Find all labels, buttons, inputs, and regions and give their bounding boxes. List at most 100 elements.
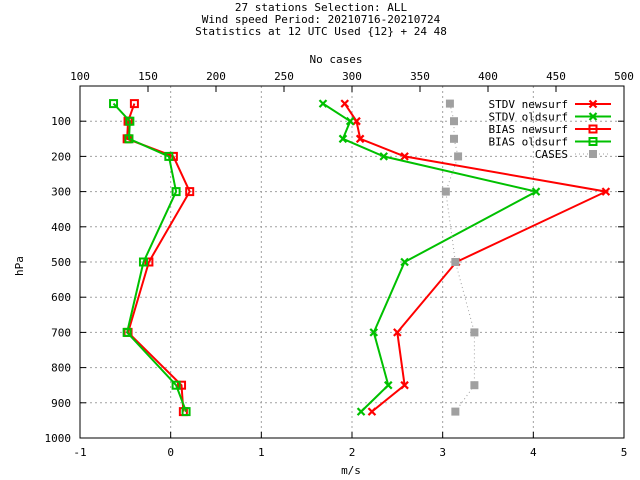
x-tick-label: 5 <box>621 446 628 459</box>
y-tick-label: 500 <box>51 256 71 269</box>
legend-item: BIAS newsurf <box>489 123 611 136</box>
data-point <box>122 327 132 337</box>
series-stdv-oldsurf <box>318 99 541 416</box>
y-tick-label: 100 <box>51 115 71 128</box>
data-point <box>124 134 134 144</box>
data-point <box>450 117 458 126</box>
data-point <box>445 99 454 108</box>
point-mark-stroke <box>393 328 402 337</box>
data-point <box>144 257 154 267</box>
series-line <box>445 103 475 412</box>
legend-item: BIAS oldsurf <box>489 136 611 149</box>
data-point <box>356 407 366 416</box>
x-tick-label: 4 <box>530 446 537 459</box>
x-tick-label: 2 <box>349 446 356 459</box>
x-tick-label: 0 <box>167 446 174 459</box>
data-point <box>138 257 148 267</box>
series-line <box>322 102 539 413</box>
x2-tick-label: 400 <box>478 70 498 83</box>
legend-item: CASES <box>535 148 611 161</box>
x2-tick-label: 500 <box>614 70 634 83</box>
y-tick-label: 800 <box>51 362 71 375</box>
series-layer <box>109 99 611 417</box>
data-point <box>129 99 139 109</box>
data-point <box>470 381 479 390</box>
point-mark-stroke <box>369 328 379 337</box>
data-point <box>171 380 181 390</box>
legend-label: BIAS newsurf <box>489 123 568 136</box>
y-tick-label: 1000 <box>45 432 72 445</box>
series-line <box>112 102 188 412</box>
data-point <box>164 151 174 161</box>
data-point <box>454 152 463 161</box>
data-point <box>185 187 195 197</box>
grid <box>80 86 624 438</box>
data-point <box>450 134 458 143</box>
point-mark-stroke <box>601 187 611 196</box>
title-line-1: 27 stations Selection: ALL <box>235 1 408 14</box>
data-point <box>125 116 135 126</box>
data-point <box>470 328 479 337</box>
data-point <box>451 407 460 416</box>
point-mark-stroke <box>367 407 377 416</box>
point-mark-stroke <box>379 152 389 161</box>
legend-label: STDV newsurf <box>489 98 568 111</box>
y-tick-label: 200 <box>51 150 71 163</box>
data-point <box>441 187 450 196</box>
legend-label: CASES <box>535 148 568 161</box>
series-bias-newsurf <box>122 99 195 417</box>
data-point <box>352 116 361 126</box>
top-axis-label: No cases <box>310 53 363 66</box>
y-tick-label: 300 <box>51 186 71 199</box>
x2-tick-label: 450 <box>546 70 566 83</box>
y-axis-label: hPa <box>13 256 26 276</box>
point-mark-stroke <box>318 99 328 108</box>
series-line <box>126 103 191 412</box>
y-tick-label: 600 <box>51 291 71 304</box>
point-mark-stroke <box>531 187 541 196</box>
x2-tick-label: 150 <box>138 70 158 83</box>
point-mark-stroke <box>338 134 348 144</box>
data-point <box>171 187 181 197</box>
data-point <box>181 407 191 417</box>
data-point <box>318 99 328 108</box>
data-point <box>588 137 598 146</box>
point-mark-stroke <box>383 380 393 390</box>
x2-tick-label: 250 <box>274 70 294 83</box>
data-point <box>400 152 409 161</box>
x-axis-label: m/s <box>341 464 361 477</box>
data-point <box>588 112 598 121</box>
data-point <box>451 258 460 266</box>
x2-tick-label: 300 <box>342 70 362 83</box>
y-tick-label: 900 <box>51 397 71 410</box>
data-point <box>355 134 365 144</box>
x2-tick-label: 200 <box>206 70 226 83</box>
y-tick-label: 400 <box>51 221 71 234</box>
point-mark-stroke <box>400 152 409 161</box>
x2-tick-label: 350 <box>410 70 430 83</box>
data-point <box>367 407 377 416</box>
series-cases <box>441 99 479 416</box>
data-point <box>109 99 119 109</box>
point-mark-stroke <box>345 116 355 126</box>
y-tick-label: 700 <box>51 326 71 339</box>
legend-item: STDV oldsurf <box>489 111 611 124</box>
data-point <box>531 187 541 196</box>
point-mark-stroke <box>352 116 361 126</box>
plot-frame <box>79 85 625 439</box>
data-point <box>379 152 389 161</box>
data-point <box>601 187 611 196</box>
series-bias-oldsurf <box>109 99 191 417</box>
x2-tick-label: 100 <box>70 70 90 83</box>
x-tick-label: -1 <box>73 446 86 459</box>
point-mark-stroke <box>400 380 409 390</box>
data-point <box>340 99 350 108</box>
legend-label: STDV oldsurf <box>489 111 568 124</box>
data-point <box>338 134 348 144</box>
point-mark-stroke <box>356 407 366 416</box>
data-point <box>345 116 355 126</box>
legend-item: STDV newsurf <box>489 98 611 111</box>
x-tick-label: 1 <box>258 446 265 459</box>
point-mark-stroke <box>355 134 365 144</box>
